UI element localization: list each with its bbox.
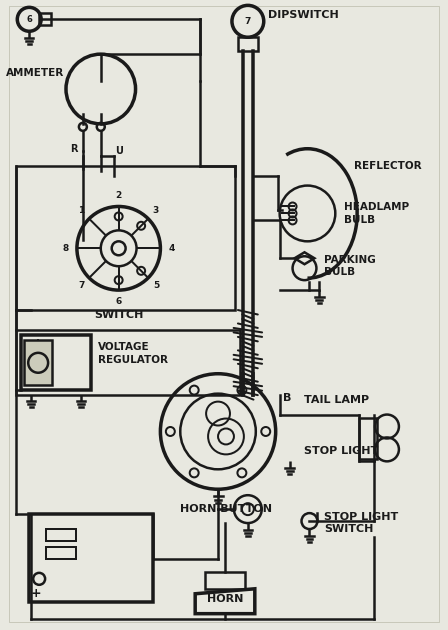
Bar (21, 335, 91, 390)
Bar (16, 166, 235, 310)
Bar (238, 37, 258, 51)
Text: STOP LIGHT: STOP LIGHT (305, 447, 379, 456)
Bar (46, 547, 76, 559)
Text: SWITCH: SWITCH (324, 524, 374, 534)
Text: HEADLAMP: HEADLAMP (344, 202, 409, 212)
Text: BULB: BULB (344, 215, 375, 226)
Bar (29, 514, 154, 602)
Text: PARKING: PARKING (324, 255, 376, 265)
Text: BULB: BULB (324, 267, 356, 277)
Text: +: + (31, 587, 42, 600)
Text: 3: 3 (153, 207, 159, 215)
Text: VOLTAGE: VOLTAGE (98, 342, 150, 352)
Text: 7: 7 (245, 17, 251, 26)
Text: 5: 5 (153, 281, 159, 290)
Bar (46, 529, 76, 541)
Text: 7: 7 (78, 281, 85, 290)
Text: 8: 8 (63, 244, 69, 253)
Text: REFLECTOR: REFLECTOR (354, 161, 422, 171)
Bar (359, 418, 377, 459)
Text: B: B (284, 392, 292, 403)
Bar (16, 330, 240, 394)
Text: 6: 6 (26, 15, 32, 24)
Text: AMMETER: AMMETER (6, 68, 65, 78)
Text: STOP LIGHT: STOP LIGHT (324, 512, 399, 522)
Text: U: U (115, 146, 123, 156)
Text: DIPSWITCH: DIPSWITCH (268, 10, 339, 20)
Text: 4: 4 (168, 244, 175, 253)
Bar (39, 13, 51, 25)
Text: 6: 6 (116, 297, 122, 306)
Bar (24, 340, 52, 385)
Text: SWITCH: SWITCH (94, 310, 143, 320)
Bar (205, 572, 245, 589)
Text: TAIL LAMP: TAIL LAMP (305, 394, 370, 404)
Text: HORN: HORN (207, 593, 243, 604)
Text: R: R (70, 144, 78, 154)
Text: REGULATOR: REGULATOR (98, 355, 168, 365)
Text: 2: 2 (116, 191, 122, 200)
Text: 1: 1 (78, 207, 85, 215)
Text: HORN BUTTON: HORN BUTTON (180, 504, 272, 514)
